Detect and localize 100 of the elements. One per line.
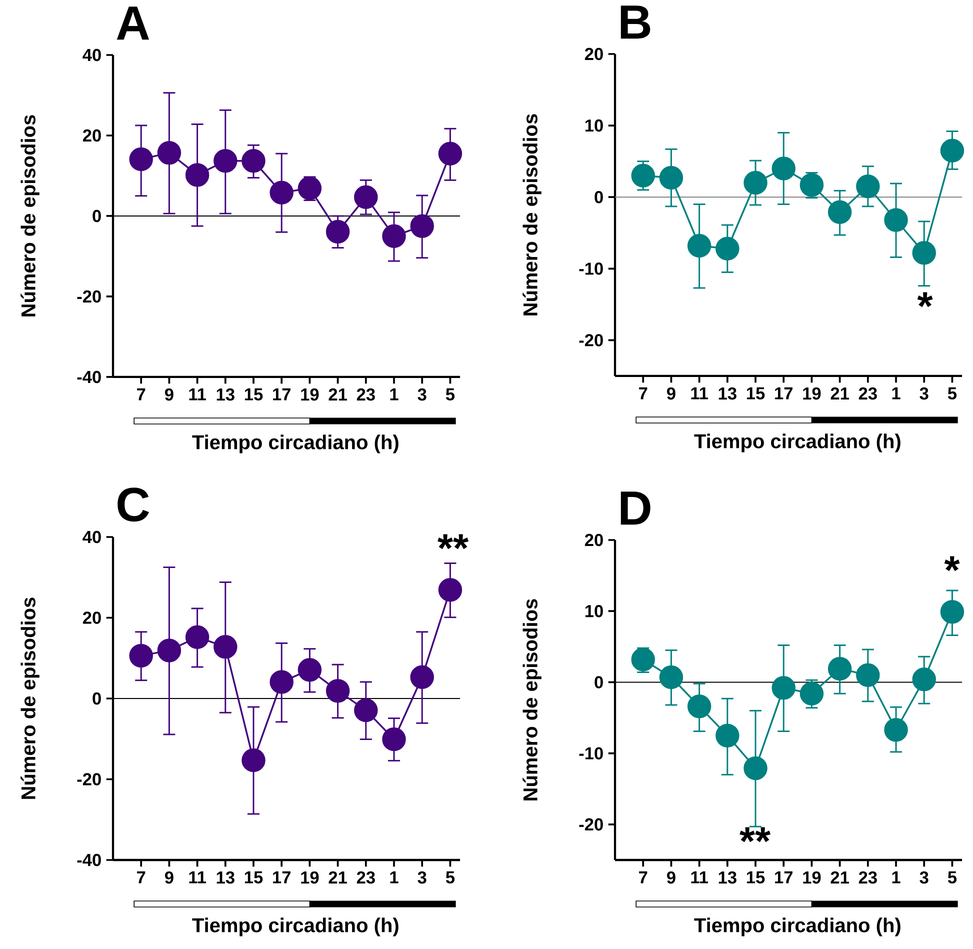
x-tick-label: 13 bbox=[718, 387, 736, 400]
x-tick-label: 19 bbox=[803, 871, 821, 884]
x-tick-label: 15 bbox=[746, 871, 765, 884]
x-tick-label: 21 bbox=[830, 871, 849, 884]
x-tick-label: 5 bbox=[948, 871, 957, 884]
point bbox=[185, 163, 210, 187]
point bbox=[687, 694, 712, 718]
y-tick-label: 20 bbox=[82, 129, 101, 142]
y-axis-title: Número de episodios bbox=[20, 115, 40, 316]
x-tick-label: 9 bbox=[164, 871, 174, 884]
y-tick-label: 40 bbox=[82, 48, 101, 62]
point bbox=[214, 634, 238, 659]
x-axis-title: Tiempo circadiano (h) bbox=[694, 918, 900, 936]
point bbox=[716, 236, 740, 260]
x-tick-label: 3 bbox=[418, 388, 426, 401]
y-tick-label: 0 bbox=[594, 676, 603, 688]
x-tick-label: 21 bbox=[328, 388, 347, 400]
x-tick-label: 23 bbox=[356, 388, 375, 401]
x-tick-label: 17 bbox=[273, 871, 290, 884]
x-tick-label: 9 bbox=[164, 388, 174, 401]
point bbox=[912, 668, 936, 692]
y-tick-label: 0 bbox=[594, 190, 603, 204]
point bbox=[326, 678, 350, 703]
x-tick-label: 11 bbox=[691, 871, 708, 884]
x-tick-label: 19 bbox=[301, 388, 319, 401]
point bbox=[298, 176, 322, 200]
chart-title: A bbox=[116, 6, 150, 40]
x-tick-label: 15 bbox=[244, 388, 263, 400]
point bbox=[354, 185, 378, 209]
y-tick-label: 40 bbox=[82, 530, 101, 544]
point bbox=[298, 658, 322, 682]
point bbox=[270, 180, 294, 205]
point bbox=[800, 173, 824, 197]
x-tick-label: 7 bbox=[137, 388, 146, 400]
x-tick-label: 13 bbox=[216, 388, 234, 401]
x-tick-label: 3 bbox=[418, 871, 426, 884]
point bbox=[326, 220, 350, 244]
chart-title: D bbox=[620, 492, 650, 525]
point bbox=[940, 138, 964, 162]
point bbox=[157, 638, 182, 662]
point bbox=[687, 234, 712, 258]
y-tick-label: -20 bbox=[77, 773, 101, 786]
annotation: ** bbox=[438, 534, 469, 550]
point bbox=[214, 148, 238, 173]
x-tick-label: 19 bbox=[301, 871, 319, 884]
x-tick-label: 7 bbox=[639, 387, 648, 400]
x-tick-label: 11 bbox=[189, 871, 206, 884]
point bbox=[659, 665, 684, 690]
y-tick-label: 10 bbox=[585, 604, 603, 618]
y-axis-title: Número de episodios bbox=[522, 599, 542, 800]
x-tick-label: 1 bbox=[390, 871, 398, 884]
point bbox=[772, 156, 796, 180]
point bbox=[884, 718, 908, 742]
x-tick-label: 1 bbox=[390, 388, 398, 400]
x-tick-label: 15 bbox=[746, 387, 765, 400]
point bbox=[129, 644, 153, 668]
point bbox=[242, 148, 266, 173]
y-axis-title: Número de episodios bbox=[522, 114, 542, 316]
x-axis-title: Tiempo circadiano (h) bbox=[192, 918, 398, 936]
y-tick-label: -20 bbox=[579, 334, 603, 346]
y-tick-label: -10 bbox=[579, 262, 603, 275]
y-axis-title: Número de episodios bbox=[20, 598, 40, 799]
point bbox=[382, 727, 406, 752]
x-tick-label: 21 bbox=[830, 387, 849, 400]
x-tick-label: 7 bbox=[137, 871, 146, 884]
x-tick-label: 23 bbox=[356, 871, 375, 884]
x-tick-label: 11 bbox=[691, 387, 708, 400]
point bbox=[410, 214, 434, 238]
y-tick-label: -10 bbox=[579, 747, 603, 760]
y-tick-label: -40 bbox=[77, 854, 101, 866]
x-tick-label: 17 bbox=[775, 387, 792, 400]
point bbox=[940, 600, 964, 624]
point bbox=[716, 724, 740, 748]
x-tick-label: 9 bbox=[666, 387, 676, 400]
point bbox=[438, 142, 462, 166]
point bbox=[242, 748, 266, 772]
point bbox=[410, 665, 434, 689]
point bbox=[800, 682, 824, 706]
chart-title: B bbox=[620, 6, 650, 39]
annotation: * bbox=[917, 292, 933, 308]
x-tick-label: 9 bbox=[666, 871, 676, 884]
point bbox=[438, 578, 462, 602]
y-tick-label: 20 bbox=[584, 534, 603, 546]
x-tick-label: 3 bbox=[920, 871, 928, 884]
y-tick-label: 10 bbox=[585, 119, 603, 132]
x-tick-label: 17 bbox=[775, 871, 792, 884]
point bbox=[157, 140, 182, 165]
x-tick-label: 5 bbox=[446, 388, 455, 400]
x-tick-label: 13 bbox=[216, 871, 234, 884]
x-tick-label: 11 bbox=[189, 388, 206, 400]
y-tick-label: -40 bbox=[77, 370, 101, 384]
point bbox=[185, 625, 210, 649]
point bbox=[828, 200, 852, 224]
point bbox=[856, 174, 880, 198]
x-tick-label: 5 bbox=[446, 871, 455, 884]
point bbox=[659, 166, 684, 190]
x-tick-label: 5 bbox=[948, 387, 957, 400]
point bbox=[772, 676, 796, 700]
point bbox=[744, 170, 768, 195]
y-tick-label: -20 bbox=[77, 290, 101, 303]
